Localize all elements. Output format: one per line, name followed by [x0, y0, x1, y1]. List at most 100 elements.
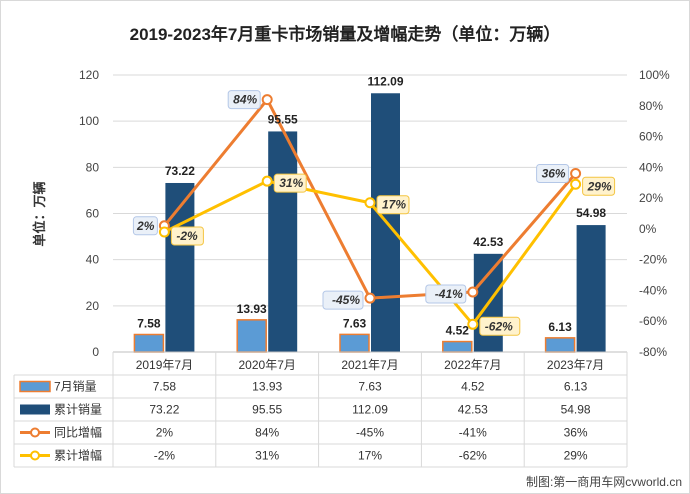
pct-label-box [479, 316, 521, 336]
table-cell: 13.93 [252, 380, 282, 394]
table-cell: -2% [154, 449, 176, 463]
x-tick-label: 2023年7月 [547, 358, 604, 372]
y2-tick-label: -20% [639, 253, 667, 267]
label-yoy-growth: -41% [435, 287, 463, 301]
legend-label: 累计销量 [54, 403, 102, 417]
axes: 0 20 40 60 80 100 120 -80% -60% -40% -20% 0% 20% 40% 6… [79, 68, 670, 359]
table-cell: -45% [356, 426, 384, 440]
label-cumulative-growth: -62% [485, 319, 513, 333]
table-cell: 95.55 [252, 403, 282, 417]
marker-yoy-growth [261, 94, 273, 106]
bar-monthly-sales [133, 333, 165, 353]
label-yoy-growth: -45% [332, 293, 360, 307]
pct-label-box [376, 195, 410, 215]
y-tick-label: 0 [92, 345, 99, 359]
marker-cumulative-growth [467, 318, 479, 330]
y-tick-label: 120 [79, 68, 99, 82]
legend-label: 累计增幅 [54, 448, 102, 463]
pct-label-box [425, 284, 467, 304]
pct-label-box [582, 176, 616, 196]
y-tick-label: 100 [79, 114, 99, 128]
legend-key-marker [30, 427, 40, 438]
legend-key [19, 380, 51, 393]
label-cumulative-growth: 17% [382, 198, 406, 212]
x-tick-label: 2019年7月 [136, 358, 193, 372]
y-tick-label: 40 [86, 253, 100, 267]
y2-tick-label: 60% [639, 130, 663, 144]
marker-cumulative-growth [364, 197, 376, 209]
marker-yoy-growth [467, 286, 479, 298]
legend-key-marker [30, 450, 40, 461]
legend-label: 7月销量 [54, 380, 97, 394]
bar-cumulative-sales [165, 182, 195, 352]
table-cell: 112.09 [352, 403, 388, 417]
pct-label-box [170, 226, 204, 246]
y2-tick-label: 0% [639, 222, 657, 236]
table-cell: 54.98 [561, 403, 591, 417]
table-cell: -41% [459, 426, 487, 440]
bar-monthly-sales [236, 319, 267, 353]
bar-monthly-sales [544, 337, 576, 353]
marker-cumulative-growth [570, 178, 582, 190]
label-cumulative-growth: 31% [279, 176, 303, 190]
label-monthly-sales: 7.63 [343, 316, 367, 330]
y-tick-label: 80 [86, 160, 100, 174]
label-monthly-sales: 6.13 [548, 320, 572, 334]
label-yoy-growth: 2% [136, 219, 155, 233]
table-cell: 29% [564, 449, 588, 463]
y2-tick-label: 100% [639, 68, 670, 82]
pct-label-box [322, 290, 364, 310]
pct-label-box [227, 90, 261, 110]
y2-tick-label: -60% [639, 314, 667, 328]
bar-cumulative-sales [576, 225, 606, 352]
table-cell: 7.63 [358, 380, 382, 394]
table-cell: 17% [358, 449, 382, 463]
table-cell: 36% [564, 426, 588, 440]
pct-label-box [536, 163, 570, 183]
legend-label: 同比增幅 [54, 425, 102, 440]
label-cumulative-sales: 73.22 [165, 164, 195, 178]
table-cell: 84% [255, 426, 279, 440]
label-cumulative-sales: 42.53 [473, 235, 503, 249]
table-cell: 4.52 [461, 380, 485, 394]
table-cell: -62% [459, 449, 487, 463]
pct-label-box [273, 173, 307, 193]
bar-monthly-sales [442, 340, 473, 353]
label-cumulative-sales: 54.98 [576, 206, 606, 220]
y2-tick-label: -80% [639, 345, 667, 359]
label-cumulative-growth: 29% [587, 179, 612, 193]
x-tick-label: 2021年7月 [341, 358, 398, 372]
label-monthly-sales: 13.93 [237, 302, 267, 316]
bars [133, 93, 606, 353]
y2-tick-label: 20% [639, 191, 663, 205]
table-cell: 73.22 [149, 403, 179, 417]
data-labels: 7.58 73.22 13.93 95.55 7.63 112.09 4.52 42.53 6.… [132, 74, 616, 338]
table-cell: 6.13 [564, 380, 588, 394]
label-monthly-sales: 7.58 [137, 317, 161, 331]
bar-monthly-sales [339, 333, 370, 353]
source-credit: 制图:第一商用车网cvworld.cn [526, 474, 682, 489]
y-axis-label: 单位：万辆 [32, 181, 47, 246]
marker-yoy-growth [364, 292, 376, 304]
label-yoy-growth: 36% [542, 166, 566, 180]
y2-tick-label: -40% [639, 283, 667, 297]
x-tick-label: 2022年7月 [444, 358, 501, 372]
y-tick-label: 60 [86, 207, 100, 221]
marker-cumulative-growth [261, 175, 273, 187]
pct-label-box [132, 216, 158, 236]
y2-tick-label: 80% [639, 99, 663, 113]
bar-cumulative-sales [268, 131, 298, 352]
table-cell: 7.58 [153, 380, 177, 394]
table-cell: 31% [255, 449, 279, 463]
y-tick-label: 20 [86, 299, 100, 313]
table-cell: 2% [156, 426, 174, 440]
table-cell: 42.53 [458, 403, 488, 417]
marker-yoy-growth [570, 167, 582, 179]
label-cumulative-growth: -2% [176, 229, 198, 243]
data-table: 2019年7月 2020年7月 2021年7月 2022年7月 2023年7月 7月销量 7… [13, 352, 628, 468]
x-tick-label: 2020年7月 [239, 358, 296, 372]
y2-tick-label: 40% [639, 160, 663, 174]
label-yoy-growth: 84% [233, 93, 257, 107]
marker-cumulative-growth [158, 226, 170, 238]
